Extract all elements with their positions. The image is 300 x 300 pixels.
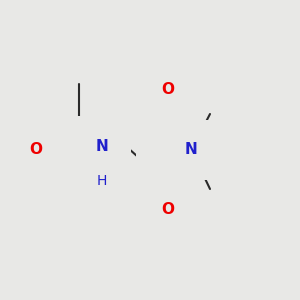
Text: O: O (29, 142, 42, 158)
Text: H: H (97, 174, 107, 188)
Text: S: S (161, 141, 173, 159)
Text: O: O (161, 82, 174, 98)
Text: H: H (80, 147, 89, 160)
Text: N: N (96, 139, 108, 154)
Text: O: O (161, 202, 174, 217)
Text: N: N (185, 142, 198, 158)
